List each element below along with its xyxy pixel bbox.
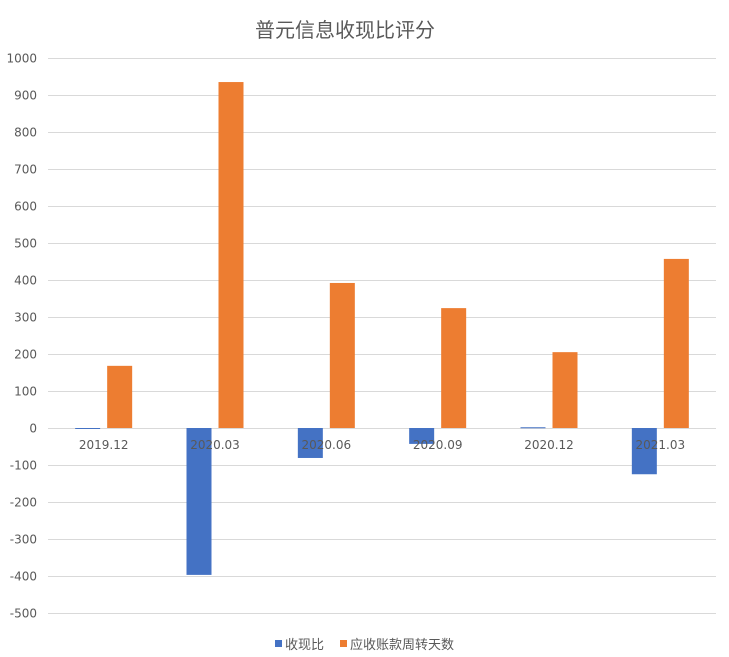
bar-receivable-days (218, 82, 244, 429)
chart-legend: 收现比 应收账款周转天数 (0, 634, 729, 653)
bar-receivable-days (329, 282, 355, 428)
y-tick-label: -200 (10, 496, 37, 510)
x-tick-label: 2020.09 (413, 438, 463, 452)
bar-receivable-days (107, 365, 133, 428)
x-tick-label: 2020.03 (190, 438, 240, 452)
bar-cash-ratio (297, 428, 323, 458)
bar-cash-ratio (186, 428, 212, 575)
bar-receivable-days (663, 258, 689, 428)
y-tick-label: 900 (14, 89, 37, 103)
legend-item-cash-ratio: 收现比 (274, 634, 324, 653)
bar-receivable-days (552, 352, 578, 428)
y-tick-label: -300 (10, 533, 37, 547)
chart-title: 普元信息收现比评分 (255, 18, 435, 42)
legend-label: 收现比 (284, 638, 324, 653)
y-tick-label: 200 (14, 348, 37, 362)
legend-swatch-orange (340, 640, 347, 647)
y-tick-label: -500 (10, 607, 37, 621)
y-tick-label: 500 (14, 237, 37, 251)
bar-chart: 10009008007006005004003002001000-100-200… (6, 52, 716, 621)
y-tick-label: 100 (14, 385, 37, 399)
y-tick-label: 300 (14, 311, 37, 325)
bar-cash-ratio (520, 427, 546, 429)
legend-label: 应收账款周转天数 (350, 638, 455, 653)
y-tick-label: 800 (14, 126, 37, 140)
y-tick-label: 400 (14, 274, 37, 288)
y-tick-label: 1000 (6, 52, 37, 66)
x-tick-label: 2020.12 (524, 438, 574, 452)
bar-cash-ratio (631, 428, 657, 475)
bar-cash-ratio (409, 428, 435, 444)
y-tick-label: 700 (14, 163, 37, 177)
x-tick-label: 2020.06 (302, 438, 352, 452)
legend-item-receivable-days: 应收账款周转天数 (340, 634, 454, 653)
bar-receivable-days (441, 308, 467, 428)
y-tick-label: -100 (10, 459, 37, 473)
x-tick-label: 2021.03 (636, 438, 686, 452)
y-tick-label: -400 (10, 570, 37, 584)
y-tick-label: 600 (14, 200, 37, 214)
bar-cash-ratio (75, 428, 101, 429)
x-tick-label: 2019.12 (79, 438, 129, 452)
legend-swatch-blue (274, 640, 282, 647)
y-tick-label: 0 (29, 422, 37, 436)
